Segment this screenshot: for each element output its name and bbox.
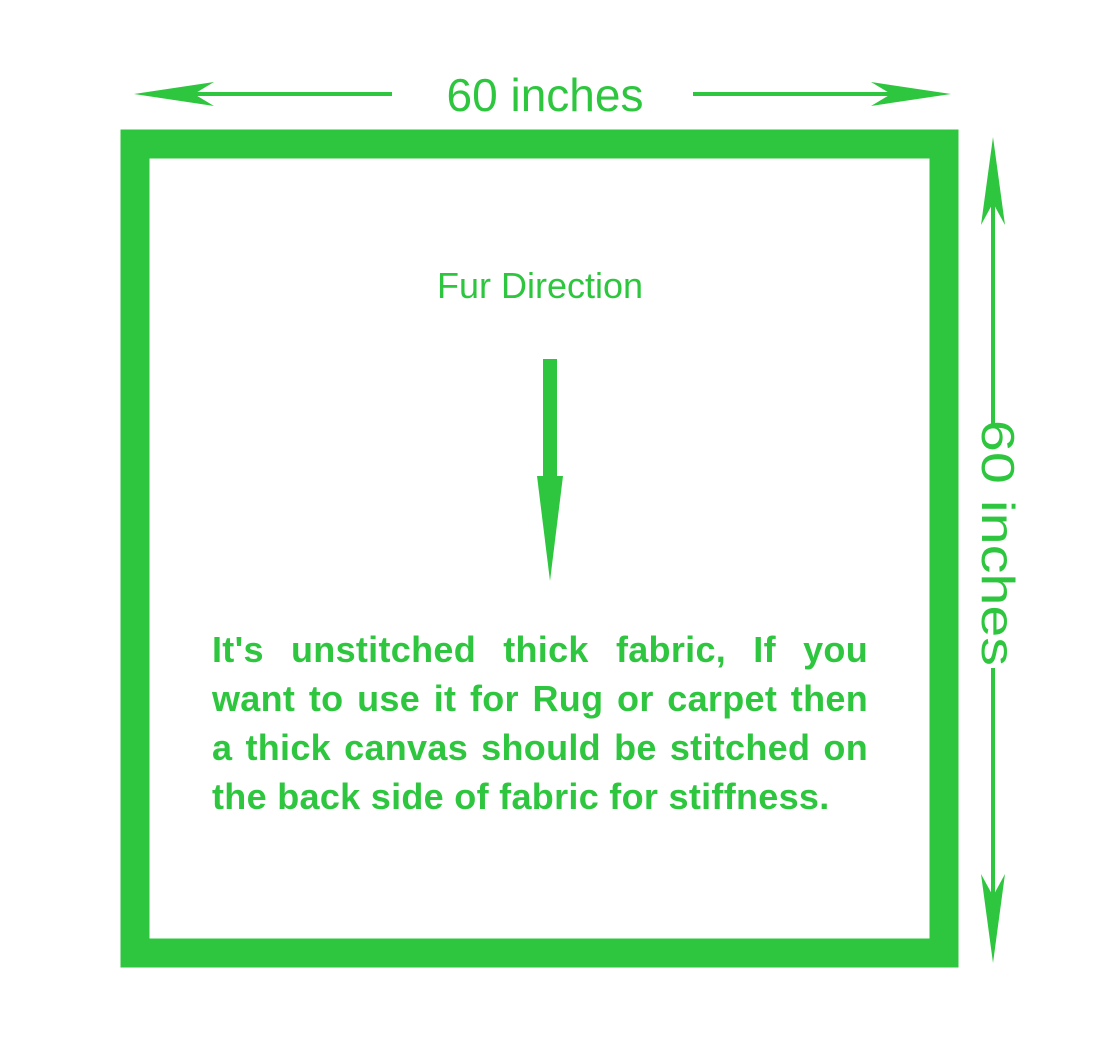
height-arrow-bottom-head [981, 874, 1005, 963]
fur-arrow-head [537, 476, 563, 581]
height-arrow-top-head [981, 137, 1005, 225]
arrow-down-icon [537, 359, 563, 581]
fur-direction-label: Fur Direction [436, 265, 644, 306]
fabric-note: It's unstitched thick fabric, If you wan… [212, 629, 868, 817]
width-dimension [134, 82, 951, 106]
width-arrow-right-head [871, 82, 951, 106]
fur-arrow-shaft [543, 359, 557, 481]
width-label: 60 inches [446, 69, 644, 121]
height-label: 60 inches [972, 419, 1024, 667]
height-dimension [981, 137, 1005, 963]
width-arrow-left-head [134, 82, 214, 106]
fabric-outline [120, 129, 959, 968]
